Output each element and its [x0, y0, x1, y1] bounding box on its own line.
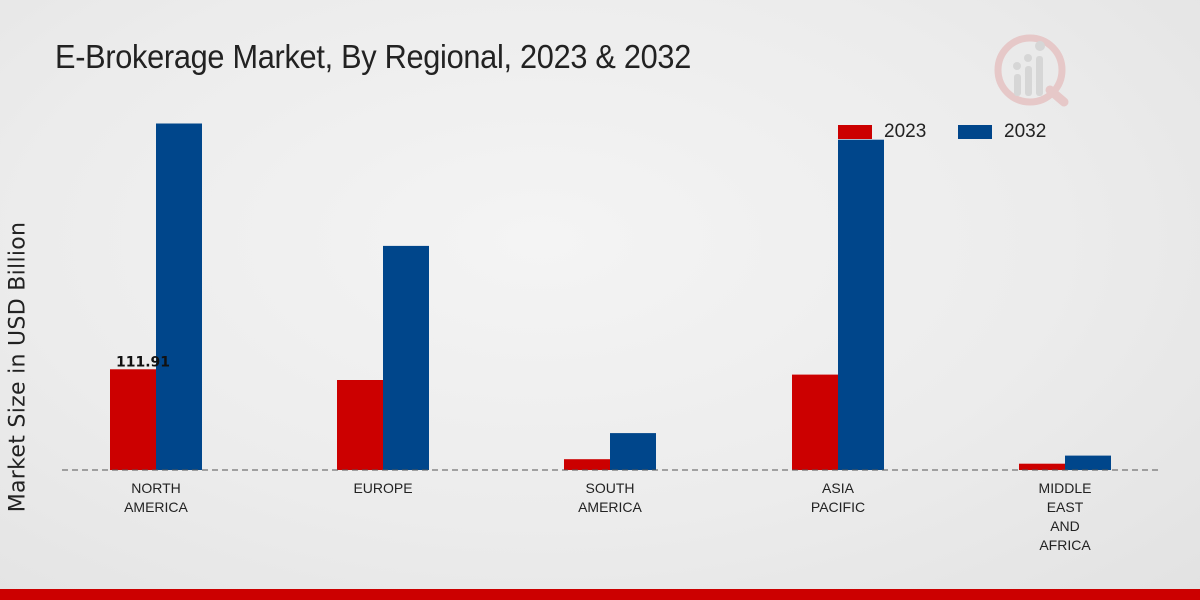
legend-label-2023: 2023	[884, 121, 927, 142]
legend-label-2032: 2032	[1004, 121, 1047, 142]
x-tick-label-3: ASIA PACIFIC	[811, 480, 865, 515]
x-tick-label-2: SOUTH AMERICA	[578, 480, 642, 515]
chart-title: E-Brokerage Market, By Regional, 2023 & …	[55, 38, 692, 75]
bar-2032-2	[610, 433, 656, 470]
bar-2023-4	[1019, 463, 1065, 470]
legend-swatch-2032	[958, 125, 992, 139]
x-tick-label-0: NORTH AMERICA	[124, 480, 188, 515]
bar-2023-0	[110, 369, 156, 470]
legend-item-2032: 2032	[958, 120, 1046, 144]
data-label-0: 111.91	[116, 354, 170, 370]
legend-item-2023: 2023	[838, 120, 926, 144]
legend-swatch-2023	[838, 125, 872, 139]
bar-2032-1	[383, 245, 429, 470]
bar-2023-3	[792, 374, 838, 470]
x-tick-label-1: EUROPE	[353, 480, 412, 496]
bar-2032-0	[156, 123, 202, 470]
x-tick-label-4: MIDDLE EAST AND AFRICA	[1039, 480, 1092, 553]
bar-2032-4	[1065, 455, 1111, 470]
brand-logo-icon	[994, 34, 1069, 107]
footer-bar	[0, 589, 1200, 600]
bar-2023-2	[564, 459, 610, 470]
bar-2023-1	[337, 380, 383, 470]
bar-2032-3	[838, 139, 884, 470]
